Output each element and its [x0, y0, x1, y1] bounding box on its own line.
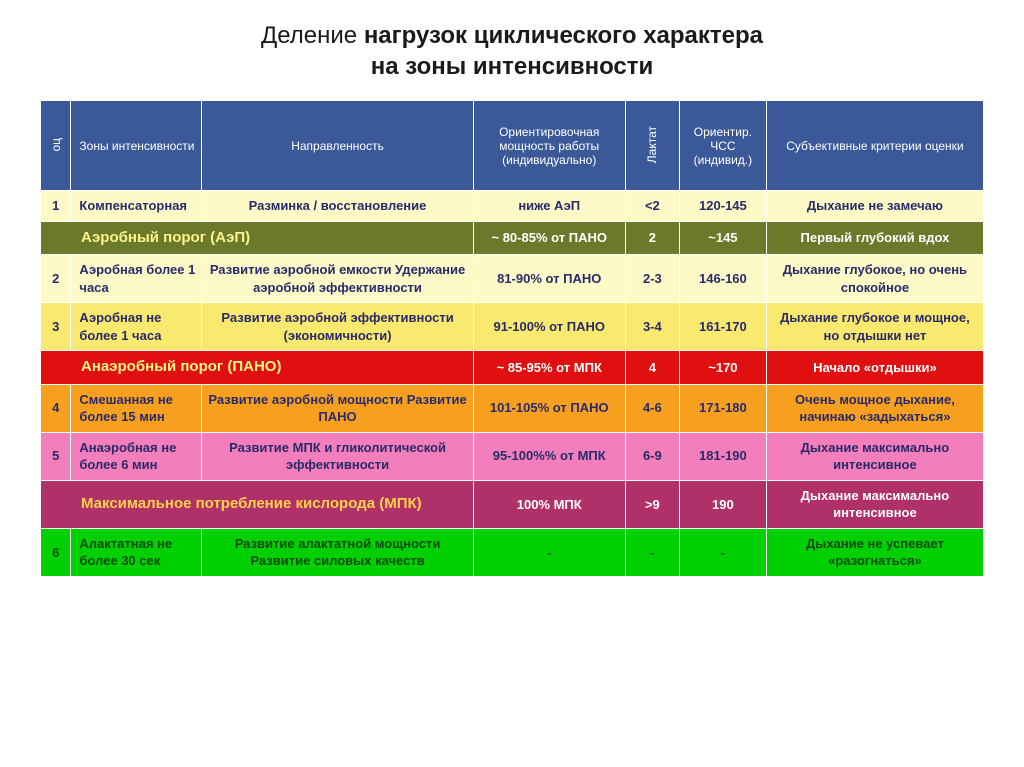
cell: Дыхание глубокое, но очень спокойное — [766, 255, 983, 303]
cell: Алактатная не более 30 сек — [71, 528, 202, 576]
cell: 5 — [41, 432, 71, 480]
section-label: Аэробный порог (АэП) — [41, 221, 474, 254]
page-title: Деление нагрузок циклического характера … — [40, 20, 984, 82]
header-lactate: Лактат — [625, 101, 679, 191]
header-zone: Зоны интенсивности — [71, 101, 202, 191]
cell: 3 — [41, 303, 71, 351]
table-row: Аэробный порог (АэП)~ 80-85% от ПАНО2~14… — [41, 221, 984, 254]
cell: 101-105% от ПАНО — [473, 384, 625, 432]
header-power: Ориентировочная мощность работы (индивид… — [473, 101, 625, 191]
cell: 100% МПК — [473, 480, 625, 528]
header-subjective: Субъективные критерии оценки — [766, 101, 983, 191]
header-oc: оц — [41, 101, 71, 191]
cell: - — [473, 528, 625, 576]
cell: - — [625, 528, 679, 576]
cell: - — [679, 528, 766, 576]
cell: 4-6 — [625, 384, 679, 432]
cell: Смешанная не более 15 мин — [71, 384, 202, 432]
cell: Первый глубокий вдох — [766, 221, 983, 254]
cell: Компенсаторная — [71, 191, 202, 222]
title-line2: на зоны интенсивности — [371, 53, 654, 80]
cell: Разминка / восстановление — [202, 191, 473, 222]
cell: Начало «отдышки» — [766, 351, 983, 384]
cell: >9 — [625, 480, 679, 528]
table-body: 1КомпенсаторнаяРазминка / восстановление… — [41, 191, 984, 577]
cell: 6 — [41, 528, 71, 576]
cell: Аэробная не более 1 часа — [71, 303, 202, 351]
cell: Анаэробная не более 6 мин — [71, 432, 202, 480]
cell: 171-180 — [679, 384, 766, 432]
header-row: оц Зоны интенсивности Направленность Ори… — [41, 101, 984, 191]
cell: Дыхание не замечаю — [766, 191, 983, 222]
table-row: 3Аэробная не более 1 часаРазвитие аэробн… — [41, 303, 984, 351]
cell: Дыхание глубокое и мощное, но отдышки не… — [766, 303, 983, 351]
cell: 3-4 — [625, 303, 679, 351]
title-bold: нагрузок циклического характера — [364, 22, 763, 49]
cell: Дыхание максимально интенсивное — [766, 432, 983, 480]
cell: 120-145 — [679, 191, 766, 222]
cell: Развитие алактатной мощности Развитие си… — [202, 528, 473, 576]
cell: 161-170 — [679, 303, 766, 351]
cell: 181-190 — [679, 432, 766, 480]
cell: ниже АэП — [473, 191, 625, 222]
header-hr: Ориентир. ЧСС (индивид.) — [679, 101, 766, 191]
cell: 6-9 — [625, 432, 679, 480]
section-label: Максимальное потребление кислорода (МПК) — [41, 480, 474, 528]
cell: ~ 85-95% от МПК — [473, 351, 625, 384]
table-row: 2Аэробная более 1 часаРазвитие аэробной … — [41, 255, 984, 303]
cell: 190 — [679, 480, 766, 528]
title-light: Деление — [261, 22, 364, 49]
table-row: Максимальное потребление кислорода (МПК)… — [41, 480, 984, 528]
header-direction: Направленность — [202, 101, 473, 191]
cell: 2-3 — [625, 255, 679, 303]
cell: Развитие МПК и гликолитической эффективн… — [202, 432, 473, 480]
cell: 4 — [41, 384, 71, 432]
cell: 95-100%% от МПК — [473, 432, 625, 480]
table-row: 5Анаэробная не более 6 минРазвитие МПК и… — [41, 432, 984, 480]
cell: Развитие аэробной эффективности (экономи… — [202, 303, 473, 351]
table-row: 1КомпенсаторнаяРазминка / восстановление… — [41, 191, 984, 222]
table-row: 6Алактатная не более 30 секРазвитие алак… — [41, 528, 984, 576]
cell: Развитие аэробной мощности Развитие ПАНО — [202, 384, 473, 432]
cell: 4 — [625, 351, 679, 384]
cell: 2 — [41, 255, 71, 303]
cell: <2 — [625, 191, 679, 222]
cell: Аэробная более 1 часа — [71, 255, 202, 303]
cell: 1 — [41, 191, 71, 222]
cell: ~145 — [679, 221, 766, 254]
cell: 146-160 — [679, 255, 766, 303]
cell: ~ 80-85% от ПАНО — [473, 221, 625, 254]
table-row: 4Смешанная не более 15 минРазвитие аэроб… — [41, 384, 984, 432]
cell: 81-90% от ПАНО — [473, 255, 625, 303]
section-label: Анаэробный порог (ПАНО) — [41, 351, 474, 384]
cell: Очень мощное дыхание, начинаю «задыхатьс… — [766, 384, 983, 432]
cell: Развитие аэробной емкости Удержание аэро… — [202, 255, 473, 303]
cell: ~170 — [679, 351, 766, 384]
cell: 91-100% от ПАНО — [473, 303, 625, 351]
intensity-zones-table: оц Зоны интенсивности Направленность Ори… — [40, 100, 984, 577]
cell: Дыхание не успевает «разогнаться» — [766, 528, 983, 576]
cell: Дыхание максимально интенсивное — [766, 480, 983, 528]
cell: 2 — [625, 221, 679, 254]
table-row: Анаэробный порог (ПАНО)~ 85-95% от МПК4~… — [41, 351, 984, 384]
